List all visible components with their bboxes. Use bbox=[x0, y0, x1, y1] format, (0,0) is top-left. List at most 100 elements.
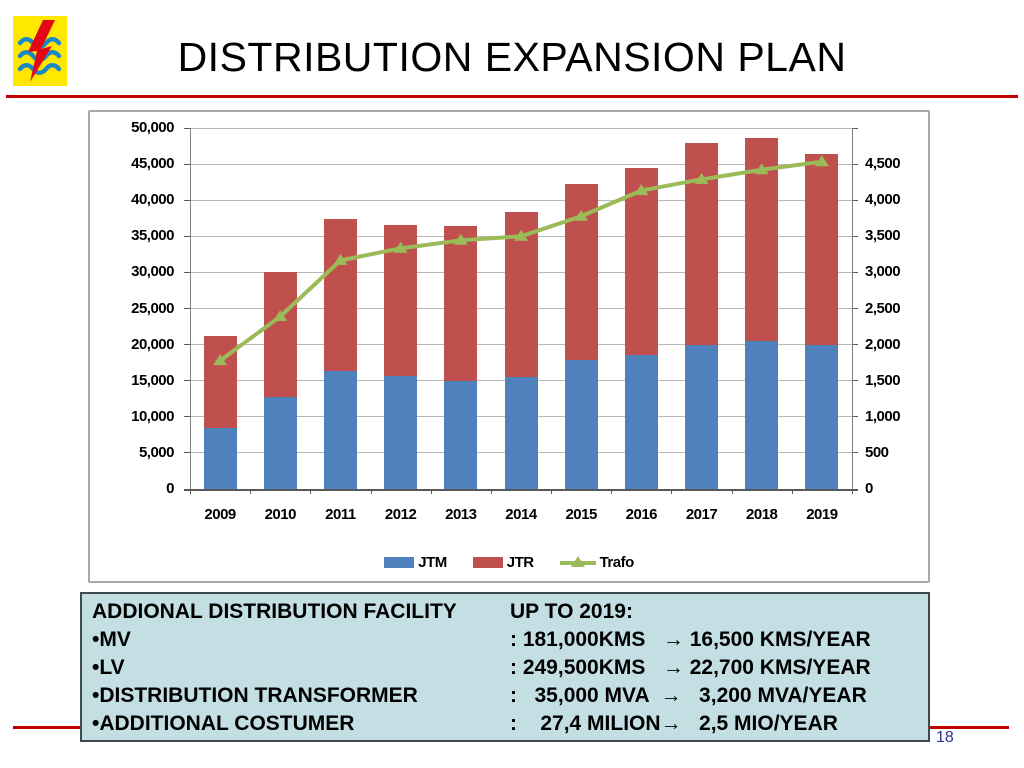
legend-item-jtm: JTM bbox=[384, 554, 447, 571]
left-axis-tick bbox=[184, 127, 190, 129]
bar-segment-jtm bbox=[263, 396, 297, 489]
pln-logo bbox=[13, 16, 67, 86]
x-axis-category-label: 2018 bbox=[746, 506, 778, 523]
bar-segment-jtr bbox=[384, 225, 418, 377]
x-axis-boundary-tick bbox=[611, 489, 613, 494]
right-axis-tick-label: 3,000 bbox=[865, 263, 901, 281]
x-axis-boundary-tick bbox=[490, 489, 492, 494]
infobox-row-label: •LV bbox=[92, 656, 125, 679]
bar-segment-jtr bbox=[504, 212, 538, 378]
infobox-header-left: ADDIONAL DISTRIBUTION FACILITY bbox=[92, 600, 457, 623]
right-axis-line bbox=[852, 128, 853, 489]
left-axis-tick bbox=[184, 308, 190, 309]
top-divider-line bbox=[6, 95, 1018, 98]
infobox-row-value: : 249,500KMS → 22,700 KMS/YEAR bbox=[510, 656, 871, 679]
additional-facility-infobox: ADDIONAL DISTRIBUTION FACILITY UP TO 201… bbox=[80, 592, 930, 742]
bar-segment-jtm bbox=[323, 371, 357, 489]
x-axis-category-label: 2011 bbox=[325, 506, 356, 523]
right-axis-tick-label: 4,000 bbox=[865, 191, 901, 209]
pln-logo-icon bbox=[13, 16, 67, 86]
bar-segment-jtm bbox=[504, 377, 538, 489]
x-axis-boundary-tick bbox=[551, 489, 553, 494]
right-axis-tick bbox=[852, 163, 858, 165]
bar-segment-jtm bbox=[384, 376, 418, 489]
bar-segment-jtm bbox=[685, 344, 719, 489]
x-axis-boundary-tick bbox=[310, 489, 312, 494]
chart-legend: JTM JTR Trafo bbox=[90, 554, 928, 571]
x-axis-category-label: 2015 bbox=[565, 506, 597, 523]
right-axis-tick-label: 1,500 bbox=[865, 371, 901, 389]
right-axis-tick bbox=[852, 416, 858, 418]
lightning-bolt bbox=[28, 20, 55, 82]
left-axis-tick bbox=[184, 344, 190, 346]
infobox-row-label: •MV bbox=[92, 628, 131, 651]
bar-segment-jtr bbox=[444, 226, 478, 381]
bar-segment-jtr bbox=[564, 184, 598, 361]
x-axis-category-label: 2017 bbox=[685, 506, 718, 523]
left-axis-tick bbox=[184, 416, 190, 418]
left-axis-tick-label: 40,000 bbox=[131, 191, 174, 209]
legend-triangle-marker-icon bbox=[570, 555, 585, 567]
right-axis-tick-label: 0 bbox=[865, 480, 873, 497]
x-axis-category-label: 2016 bbox=[625, 506, 658, 523]
x-axis-boundary-tick bbox=[791, 489, 793, 494]
page-number: 18 bbox=[936, 729, 954, 746]
right-axis-tick bbox=[852, 235, 858, 237]
legend-label: Trafo bbox=[599, 554, 635, 571]
left-axis-tick-label: 30,000 bbox=[131, 263, 174, 281]
legend-item-jtr: JTR bbox=[472, 554, 534, 571]
right-axis-tick-label: 1,000 bbox=[865, 407, 901, 425]
x-axis-category-label: 2014 bbox=[505, 506, 537, 523]
left-axis-tick-label: 45,000 bbox=[131, 155, 174, 173]
infobox-row-value: : 181,000KMS → 16,500 KMS/YEAR bbox=[510, 628, 871, 651]
x-axis-boundary-tick bbox=[671, 489, 673, 494]
infobox-header-row: ADDIONAL DISTRIBUTION FACILITY UP TO 201… bbox=[92, 598, 918, 626]
left-axis-tick bbox=[184, 199, 190, 201]
right-axis-tick bbox=[852, 271, 858, 273]
bar-segment-jtr bbox=[685, 143, 719, 345]
right-axis-tick bbox=[852, 380, 858, 382]
x-axis-boundary-tick bbox=[370, 489, 372, 494]
infobox-row: •MV : 181,000KMS → 16,500 KMS/YEAR bbox=[92, 626, 918, 654]
left-axis-tick bbox=[184, 235, 190, 237]
bar-segment-jtm bbox=[203, 427, 237, 489]
x-axis-category-label: 2009 bbox=[204, 506, 236, 523]
left-axis-tick bbox=[184, 452, 190, 454]
infobox-row-value: : 35,000 MVA → 3,200 MVA/YEAR bbox=[510, 684, 867, 707]
left-axis-tick bbox=[184, 380, 190, 382]
infobox-row: •DISTRIBUTION TRANSFORMER: 35,000 MVA → … bbox=[92, 682, 918, 710]
bar-segment-jtr bbox=[805, 153, 839, 345]
x-axis-category-label: 2013 bbox=[445, 506, 477, 523]
right-axis-tick-label: 4,500 bbox=[865, 155, 901, 173]
left-axis-tick bbox=[184, 271, 190, 273]
x-axis-boundary-tick bbox=[190, 489, 191, 494]
x-axis-boundary-tick bbox=[731, 489, 733, 494]
bar-segment-jtr bbox=[624, 168, 658, 356]
infobox-row: •LV : 249,500KMS → 22,700 KMS/YEAR bbox=[92, 654, 918, 682]
legend-bar-swatch bbox=[384, 557, 415, 568]
infobox-row-label: •ADDITIONAL COSTUMER bbox=[92, 712, 355, 735]
infobox-header-right: UP TO 2019: bbox=[510, 600, 633, 623]
right-axis-tick-label: 500 bbox=[865, 443, 889, 461]
legend-item-trafo: Trafo bbox=[559, 554, 635, 571]
left-axis-tick-label: 10,000 bbox=[131, 407, 174, 425]
infobox-row-value: : 27,4 MILION→ 2,5 MIO/YEAR bbox=[510, 712, 838, 735]
x-axis-boundary-tick bbox=[852, 489, 853, 494]
right-axis-tick-label: 2,000 bbox=[865, 335, 901, 353]
left-axis-tick-label: 15,000 bbox=[131, 371, 174, 389]
bar-segment-jtr bbox=[323, 218, 357, 372]
legend-bar-swatch bbox=[472, 557, 503, 568]
right-axis-tick bbox=[852, 452, 858, 454]
legend-label: JTM bbox=[418, 554, 447, 571]
plot-gridline bbox=[190, 127, 852, 129]
left-axis-tick-label: 0 bbox=[166, 480, 174, 497]
distribution-expansion-chart: 0 0 5,000 500 10,000 1,000 15,000 1,500 20,000 2,… bbox=[88, 110, 930, 583]
infobox-rows: •MV : 181,000KMS → 16,500 KMS/YEAR •LV : 24… bbox=[92, 626, 918, 738]
bar-segment-jtr bbox=[263, 272, 297, 397]
page-title: DISTRIBUTION EXPANSION PLAN bbox=[177, 34, 847, 80]
right-axis-tick-label: 3,500 bbox=[865, 227, 901, 245]
bar-segment-jtr bbox=[203, 335, 237, 428]
bar-segment-jtm bbox=[745, 340, 779, 489]
legend-line-swatch bbox=[559, 555, 596, 567]
